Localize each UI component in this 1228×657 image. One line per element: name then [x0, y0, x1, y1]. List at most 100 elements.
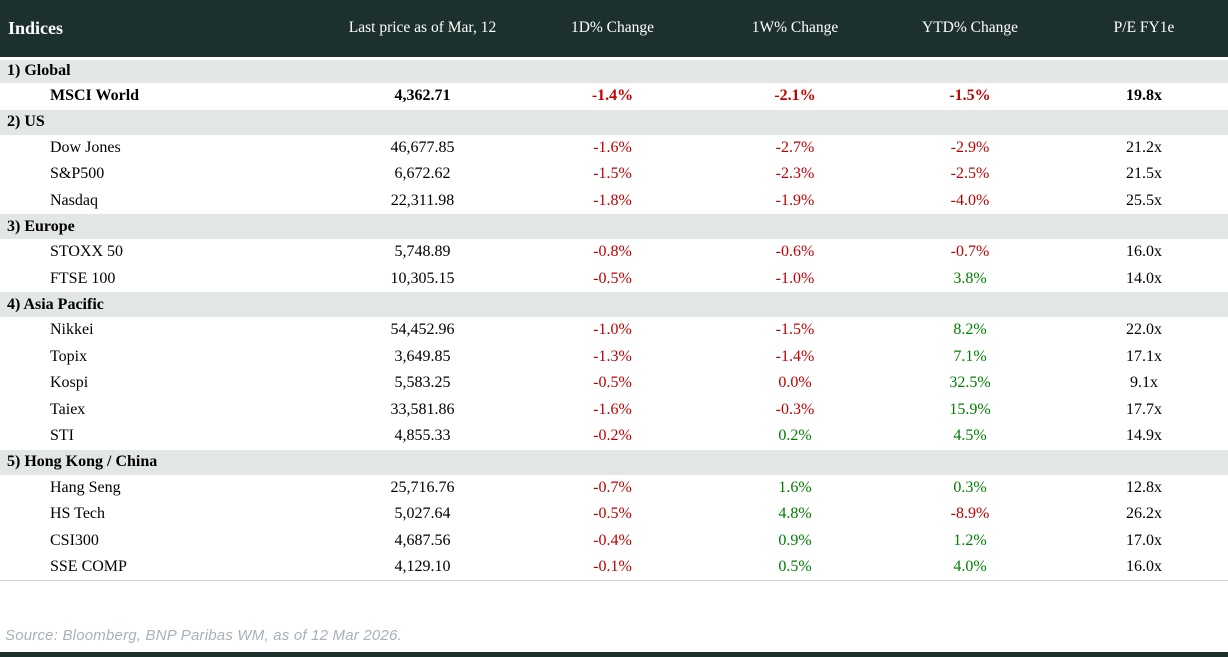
change-1d: -0.8%: [593, 243, 632, 261]
column-header-ytd-change: YTD% Change: [922, 19, 1018, 37]
change-1w: 0.5%: [778, 558, 812, 575]
change-1d: -1.3%: [593, 347, 632, 365]
bottom-accent-bar: [0, 652, 1228, 657]
last-price: 3,649.85: [394, 347, 451, 365]
change-ytd: -4.0%: [950, 191, 990, 209]
index-name: Kospi: [50, 374, 89, 392]
change-1w: -2.3%: [775, 165, 815, 183]
change-1w: 1.6%: [778, 478, 812, 496]
change-1w: -2.1%: [774, 87, 816, 105]
index-name: SSE COMP: [50, 558, 127, 575]
index-row: Hang Seng 25,716.76 -0.7% 1.6% 0.3% 12.8x: [0, 474, 1228, 501]
pe-ratio: 14.0x: [1126, 269, 1162, 287]
index-row: S&P500 6,672.62 -1.5% -2.3% -2.5% 21.5x: [0, 161, 1228, 188]
index-row: Topix 3,649.85 -1.3% -1.4% 7.1% 17.1x: [0, 343, 1228, 370]
pe-ratio: 14.9x: [1126, 427, 1162, 445]
section-row: 3) Europe: [0, 214, 1228, 239]
pe-ratio: 22.0x: [1126, 321, 1162, 339]
column-header-last-price: Last price as of Mar, 12: [348, 19, 497, 37]
change-1d: -1.6%: [593, 400, 632, 418]
change-ytd: 8.2%: [953, 321, 987, 339]
change-ytd: -2.9%: [950, 138, 990, 156]
change-1w: -1.9%: [775, 191, 815, 209]
index-name: Dow Jones: [50, 138, 121, 156]
change-1d: -0.5%: [593, 374, 632, 392]
index-row: CSI300 4,687.56 -0.4% 0.9% 1.2% 17.0x: [0, 527, 1228, 554]
change-1d: -1.4%: [591, 87, 634, 105]
section-row: 2) US: [0, 109, 1228, 135]
pe-ratio: 16.0x: [1126, 558, 1162, 575]
index-name: STOXX 50: [50, 243, 124, 261]
last-price: 4,362.71: [394, 87, 451, 105]
change-ytd: 15.9%: [949, 400, 991, 418]
section-label: 2) US: [7, 113, 45, 130]
source-attribution: Source: Bloomberg, BNP Paribas WM, as of…: [5, 627, 402, 644]
index-row: STOXX 50 5,748.89 -0.8% -0.6% -0.7% 16.0x: [0, 239, 1228, 266]
change-ytd: -2.5%: [950, 165, 990, 183]
change-1d: -0.4%: [593, 531, 632, 549]
index-name: Taiex: [50, 400, 86, 418]
index-row: Nasdaq 22,311.98 -1.8% -1.9% -4.0% 25.5x: [0, 187, 1228, 214]
last-price: 5,748.89: [394, 243, 451, 261]
pe-ratio: 17.0x: [1126, 531, 1162, 549]
pe-ratio: 12.8x: [1126, 478, 1162, 496]
pe-ratio: 21.2x: [1126, 138, 1162, 156]
last-price: 10,305.15: [390, 269, 455, 287]
change-1d: -1.5%: [593, 165, 632, 183]
index-name: CSI300: [50, 531, 99, 549]
change-1d: -0.2%: [593, 427, 632, 445]
index-row: Dow Jones 46,677.85 -1.6% -2.7% -2.9% 21.2x: [0, 134, 1228, 161]
change-ytd: 4.0%: [953, 558, 987, 575]
last-price: 5,583.25: [394, 374, 451, 392]
pe-ratio: 19.8x: [1126, 87, 1162, 105]
index-row: MSCI World 4,362.71 -1.4% -2.1% -1.5% 19.8x: [0, 83, 1228, 110]
column-header-indices: Indices: [8, 17, 64, 38]
change-ytd: 0.3%: [953, 478, 987, 496]
change-1w: -0.3%: [775, 400, 815, 418]
indices-table: Indices Last price as of Mar, 12 1D% Cha…: [0, 0, 1228, 581]
column-header-1w-change: 1W% Change: [751, 19, 839, 37]
change-1w: 0.0%: [778, 374, 812, 392]
index-name: Hang Seng: [50, 478, 121, 496]
change-1w: 4.8%: [778, 505, 812, 523]
pe-ratio: 9.1x: [1130, 374, 1158, 392]
header-row: Indices Last price as of Mar, 12 1D% Cha…: [0, 0, 1228, 58]
change-1d: -0.7%: [593, 478, 632, 496]
change-1d: -0.5%: [593, 505, 632, 523]
index-row: Taiex 33,581.86 -1.6% -0.3% 15.9% 17.7x: [0, 396, 1228, 423]
section-label: 1) Global: [7, 62, 71, 80]
last-price: 5,027.64: [394, 505, 451, 523]
pe-ratio: 17.1x: [1126, 347, 1162, 365]
change-ytd: 4.5%: [953, 427, 987, 445]
change-1w: -1.0%: [775, 269, 815, 287]
change-ytd: -8.9%: [950, 505, 990, 523]
last-price: 54,452.96: [390, 321, 455, 339]
change-ytd: -1.5%: [949, 87, 991, 105]
section-row: 1) Global: [0, 58, 1228, 83]
last-price: 6,672.62: [394, 165, 451, 183]
change-1w: 0.9%: [778, 531, 812, 549]
change-ytd: 3.8%: [953, 269, 987, 287]
change-1d: -1.6%: [593, 138, 632, 156]
last-price: 4,855.33: [394, 427, 451, 445]
index-name: Nasdaq: [50, 191, 98, 209]
last-price: 46,677.85: [390, 138, 455, 156]
section-label: 3) Europe: [7, 217, 75, 235]
column-header-pe-fy1e: P/E FY1e: [1113, 19, 1175, 37]
index-row: Nikkei 54,452.96 -1.0% -1.5% 8.2% 22.0x: [0, 317, 1228, 344]
change-1w: -1.4%: [775, 347, 815, 365]
change-ytd: 32.5%: [949, 374, 991, 392]
change-ytd: -0.7%: [950, 243, 990, 261]
change-1d: -0.1%: [593, 558, 632, 575]
change-1d: -1.8%: [593, 191, 632, 209]
index-name: Nikkei: [50, 321, 94, 339]
last-price: 22,311.98: [390, 191, 455, 209]
index-name: FTSE 100: [50, 269, 116, 287]
index-name: Topix: [50, 347, 88, 365]
column-header-1d-change: 1D% Change: [570, 19, 655, 37]
change-1d: -1.0%: [593, 321, 632, 339]
section-label: 5) Hong Kong / China: [7, 453, 158, 470]
change-1w: -1.5%: [775, 321, 815, 339]
index-name: MSCI World: [50, 87, 140, 105]
